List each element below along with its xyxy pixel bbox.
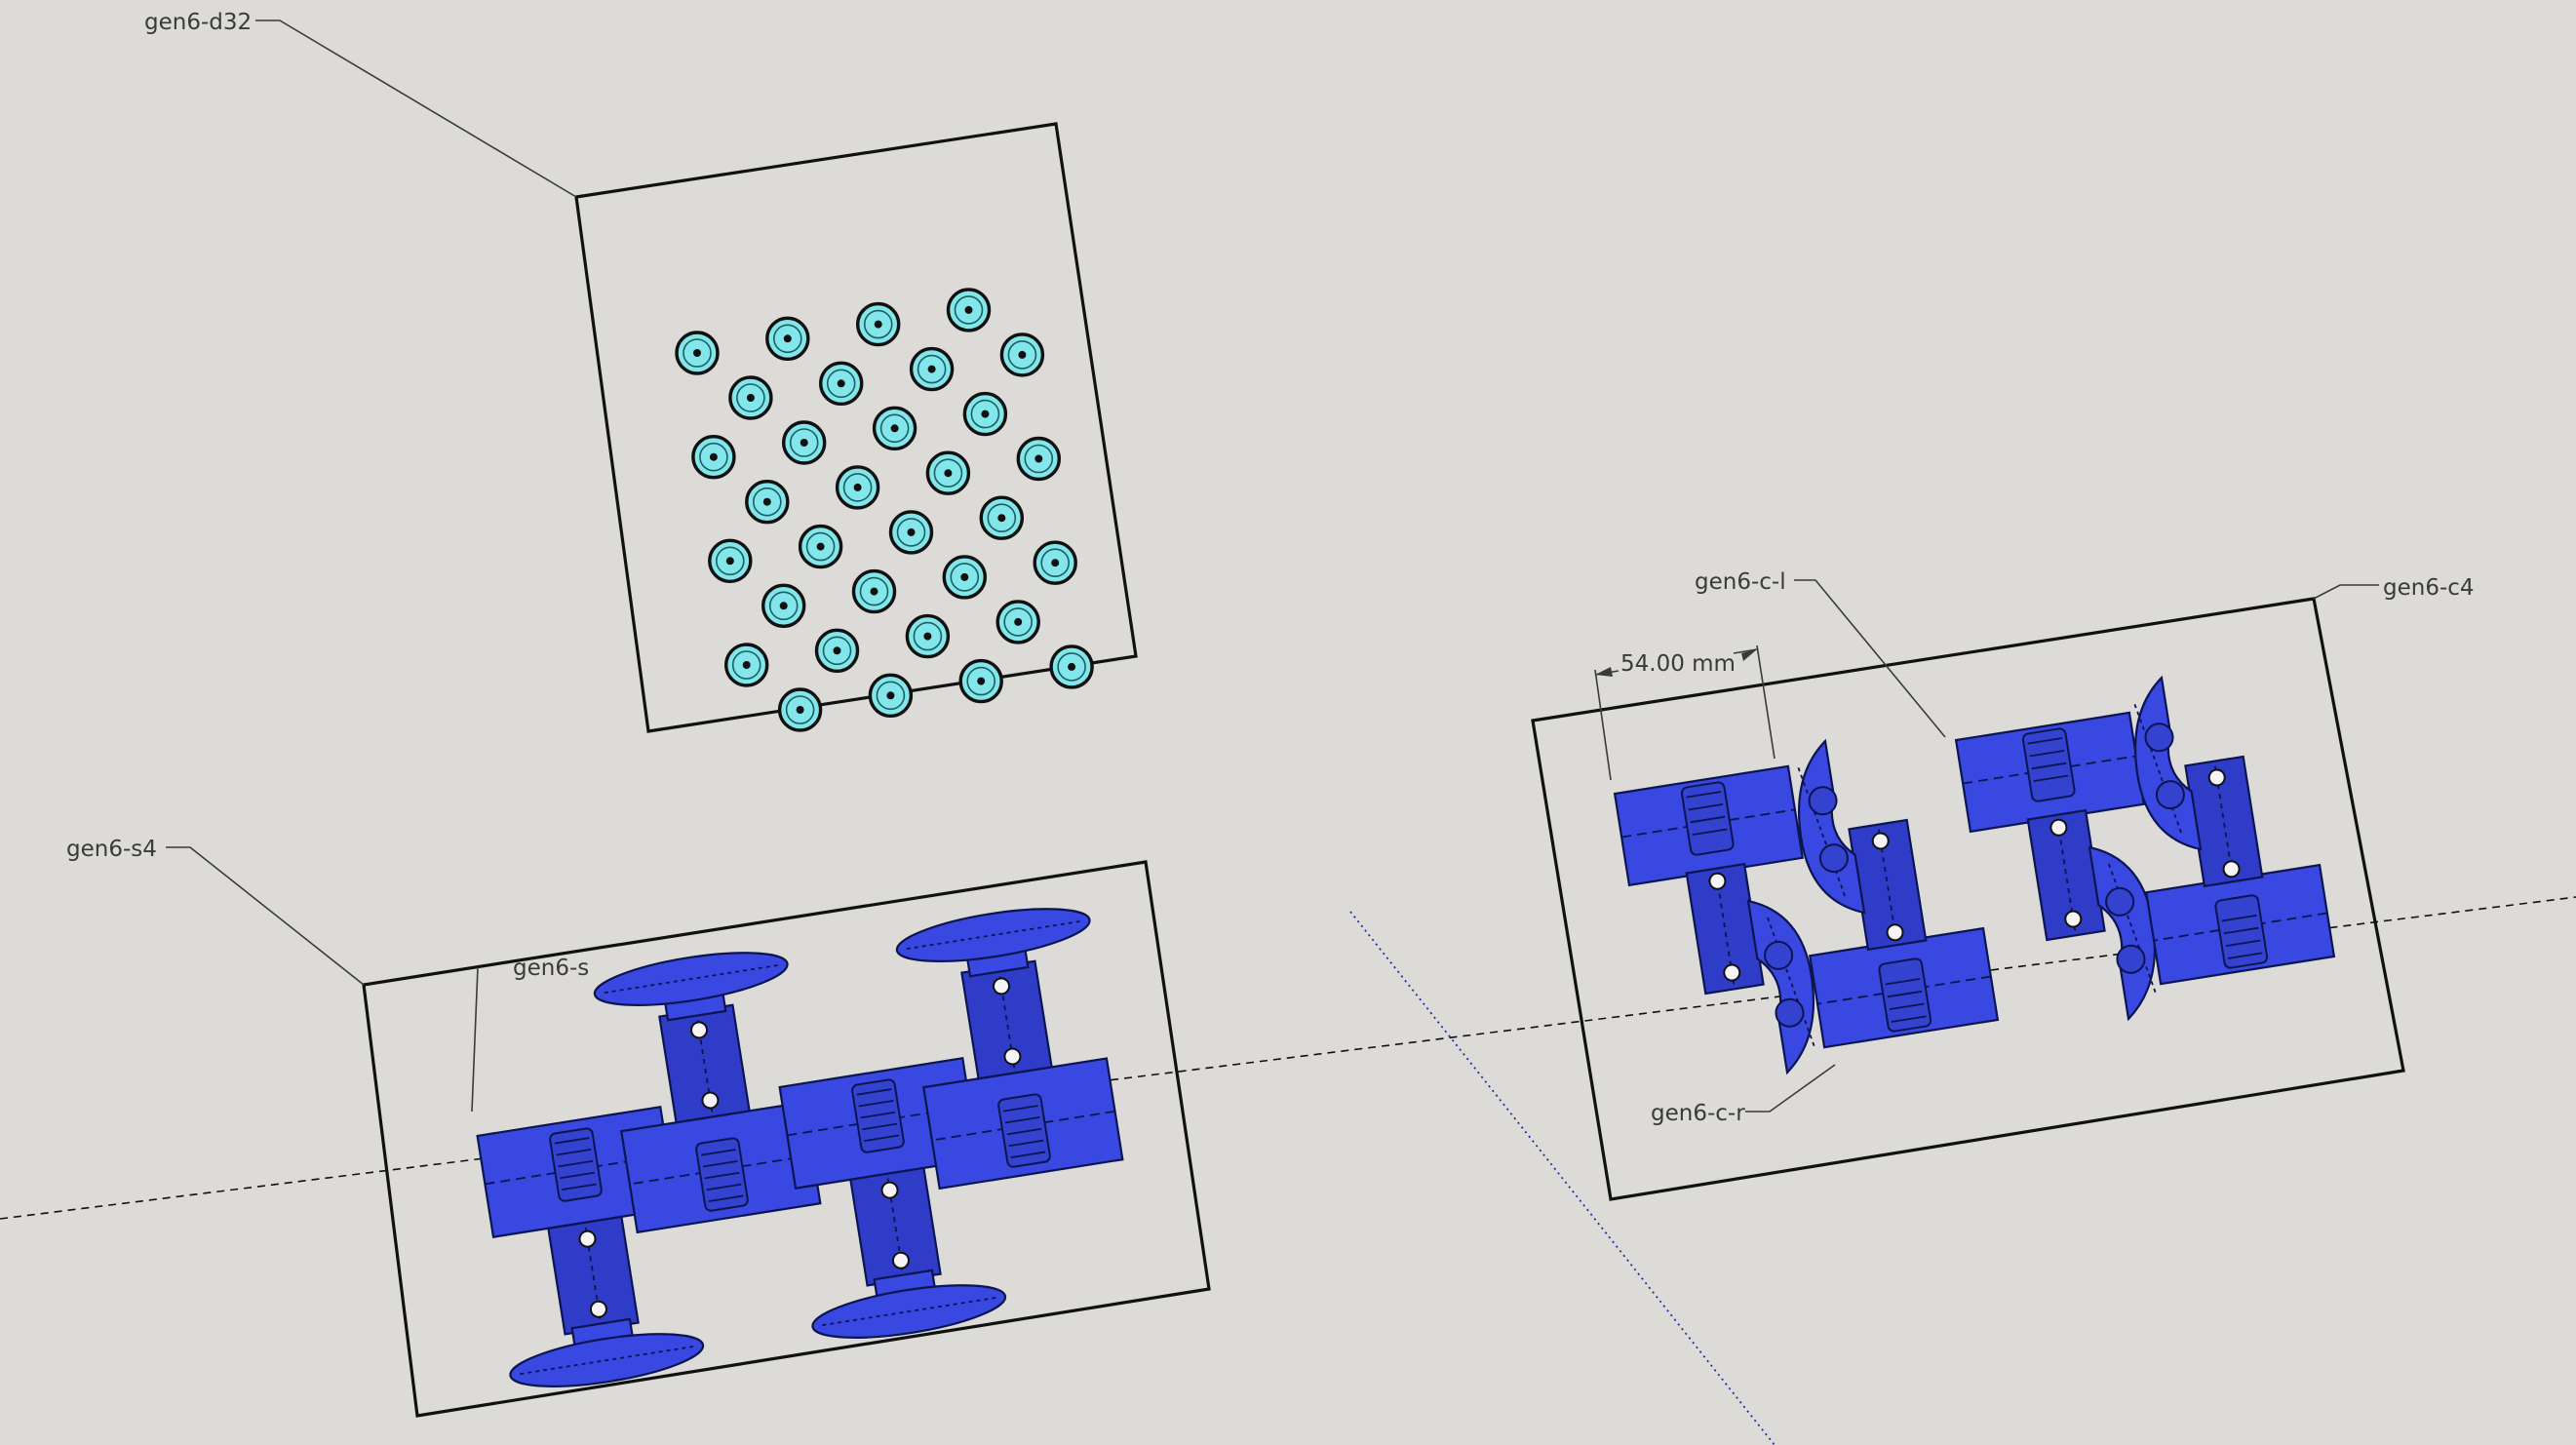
disc[interactable] (981, 497, 1022, 538)
disc[interactable] (1001, 334, 1042, 375)
disc[interactable] (726, 644, 767, 685)
disc[interactable] (838, 467, 878, 508)
disc-grid[interactable] (677, 290, 1092, 730)
disc[interactable] (767, 318, 808, 359)
component-gen6-d32[interactable] (576, 124, 1136, 731)
disc[interactable] (763, 585, 804, 626)
label-gen6-c-r[interactable]: gen6-c-r (1651, 1065, 1835, 1126)
dimension-54mm[interactable]: 54.00 mm (1595, 645, 1775, 780)
disc[interactable] (730, 377, 771, 418)
disc[interactable] (784, 422, 825, 463)
disc[interactable] (780, 689, 821, 730)
label-gen6-d32[interactable]: gen6-d32 (144, 10, 576, 197)
disc[interactable] (944, 557, 985, 598)
disc[interactable] (891, 512, 932, 553)
disc[interactable] (747, 482, 788, 523)
disc[interactable] (949, 290, 990, 331)
disc[interactable] (997, 602, 1038, 643)
disc[interactable] (858, 304, 899, 345)
disc[interactable] (875, 408, 916, 449)
label-gen6-c4[interactable]: gen6-c4 (2314, 575, 2475, 601)
svg-text:gen6-c4: gen6-c4 (2383, 575, 2475, 601)
svg-text:gen6-s: gen6-s (513, 956, 589, 981)
label-gen6-s4[interactable]: gen6-s4 (66, 837, 364, 985)
component-gen6-s4[interactable] (364, 862, 1209, 1416)
disc[interactable] (870, 675, 911, 716)
label-gen6-s[interactable]: gen6-s (472, 956, 589, 1112)
disc[interactable] (912, 349, 953, 390)
svg-text:gen6-c-l: gen6-c-l (1695, 569, 1786, 595)
disc[interactable] (800, 527, 841, 567)
disc[interactable] (1034, 542, 1075, 583)
disc[interactable] (693, 437, 734, 478)
svg-text:gen6-s4: gen6-s4 (66, 837, 157, 862)
svg-text:gen6-c-r: gen6-c-r (1651, 1101, 1745, 1126)
disc[interactable] (821, 363, 862, 404)
disc[interactable] (1051, 646, 1092, 687)
disc[interactable] (677, 332, 718, 373)
disc[interactable] (854, 571, 895, 612)
disc[interactable] (907, 616, 948, 657)
disc[interactable] (927, 452, 968, 493)
disc[interactable] (817, 630, 858, 671)
disc[interactable] (710, 540, 751, 581)
svg-text:gen6-d32: gen6-d32 (144, 10, 252, 35)
dimension-text: 54.00 mm (1620, 651, 1736, 677)
disc[interactable] (960, 661, 1001, 702)
disc[interactable] (1018, 439, 1059, 480)
disc[interactable] (964, 394, 1005, 435)
